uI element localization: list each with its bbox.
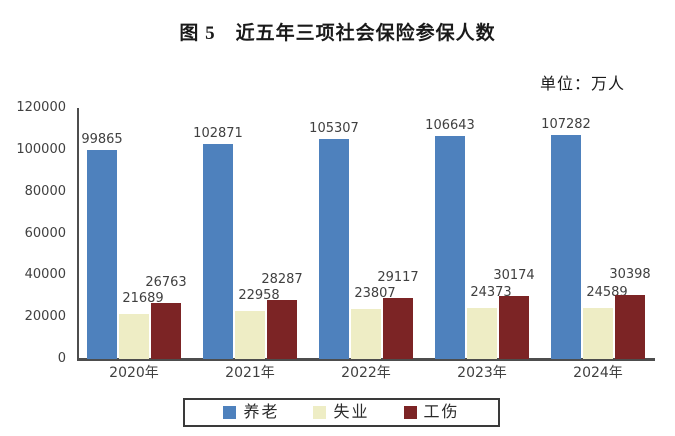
x-axis-label-2022年: 2022年 — [341, 365, 391, 381]
bar-养老-2023年 — [435, 135, 465, 359]
bar-养老-2020年 — [87, 150, 117, 359]
value-label-失业-2020年: 21689 — [122, 290, 164, 306]
y-tick-label: 80000 — [24, 183, 66, 199]
legend-swatch-失业 — [313, 406, 327, 419]
value-label-工伤-2022年: 29117 — [377, 270, 419, 286]
value-label-养老-2020年: 99865 — [81, 132, 123, 148]
y-tick-label: 40000 — [24, 267, 66, 283]
y-tick-label: 0 — [57, 351, 66, 366]
bar-工伤-2024年 — [615, 295, 645, 359]
legend-label-失业: 失业 — [333, 403, 370, 421]
bar-工伤-2023年 — [499, 295, 529, 359]
value-label-工伤-2020年: 26763 — [145, 275, 187, 291]
value-label-养老-2023年: 106643 — [425, 117, 475, 133]
legend-label-养老: 养老 — [243, 403, 280, 421]
y-tick-label: 60000 — [24, 225, 66, 241]
value-label-工伤-2023年: 30174 — [493, 267, 535, 283]
value-label-工伤-2021年: 28287 — [261, 271, 303, 287]
bar-失业-2022年 — [351, 309, 381, 359]
bar-失业-2020年 — [119, 313, 149, 359]
legend-entry-失业: 失业 — [313, 403, 370, 421]
bar-失业-2023年 — [467, 308, 497, 359]
legend-swatch-工伤 — [403, 406, 417, 419]
value-label-失业-2021年: 22958 — [238, 287, 280, 303]
x-axis-label-2024年: 2024年 — [573, 365, 623, 381]
y-axis-line — [77, 108, 79, 359]
x-axis-label-2020年: 2020年 — [109, 365, 159, 381]
bar-工伤-2020年 — [151, 303, 181, 359]
value-label-养老-2022年: 105307 — [309, 120, 359, 136]
bar-工伤-2021年 — [267, 299, 297, 359]
chart-title: 图 5 近五年三项社会保险参保人数 — [179, 23, 496, 44]
legend-label-工伤: 工伤 — [423, 403, 460, 421]
value-label-失业-2022年: 23807 — [354, 286, 396, 302]
x-axis-label-2023年: 2023年 — [457, 365, 507, 381]
value-label-养老-2024年: 107282 — [541, 116, 591, 132]
bar-失业-2021年 — [235, 310, 265, 359]
legend-entry-工伤: 工伤 — [403, 403, 460, 421]
chart-legend: 养老 失业 工伤 — [183, 398, 500, 427]
legend-entry-养老: 养老 — [223, 403, 280, 421]
value-label-工伤-2024年: 30398 — [609, 267, 651, 283]
x-axis-label-2021年: 2021年 — [225, 365, 275, 381]
y-tick-label: 120000 — [16, 100, 66, 115]
legend-swatch-养老 — [223, 406, 237, 419]
value-label-养老-2021年: 102871 — [193, 125, 243, 141]
bar-养老-2021年 — [203, 143, 233, 359]
bar-养老-2022年 — [319, 138, 349, 359]
y-tick-label: 20000 — [24, 309, 66, 325]
y-tick-label: 100000 — [16, 141, 66, 157]
bar-工伤-2022年 — [383, 298, 413, 359]
bar-失业-2024年 — [583, 307, 613, 359]
unit-label: 单位：万人 — [539, 76, 625, 93]
bar-养老-2024年 — [551, 134, 581, 359]
x-axis-line — [77, 358, 655, 361]
